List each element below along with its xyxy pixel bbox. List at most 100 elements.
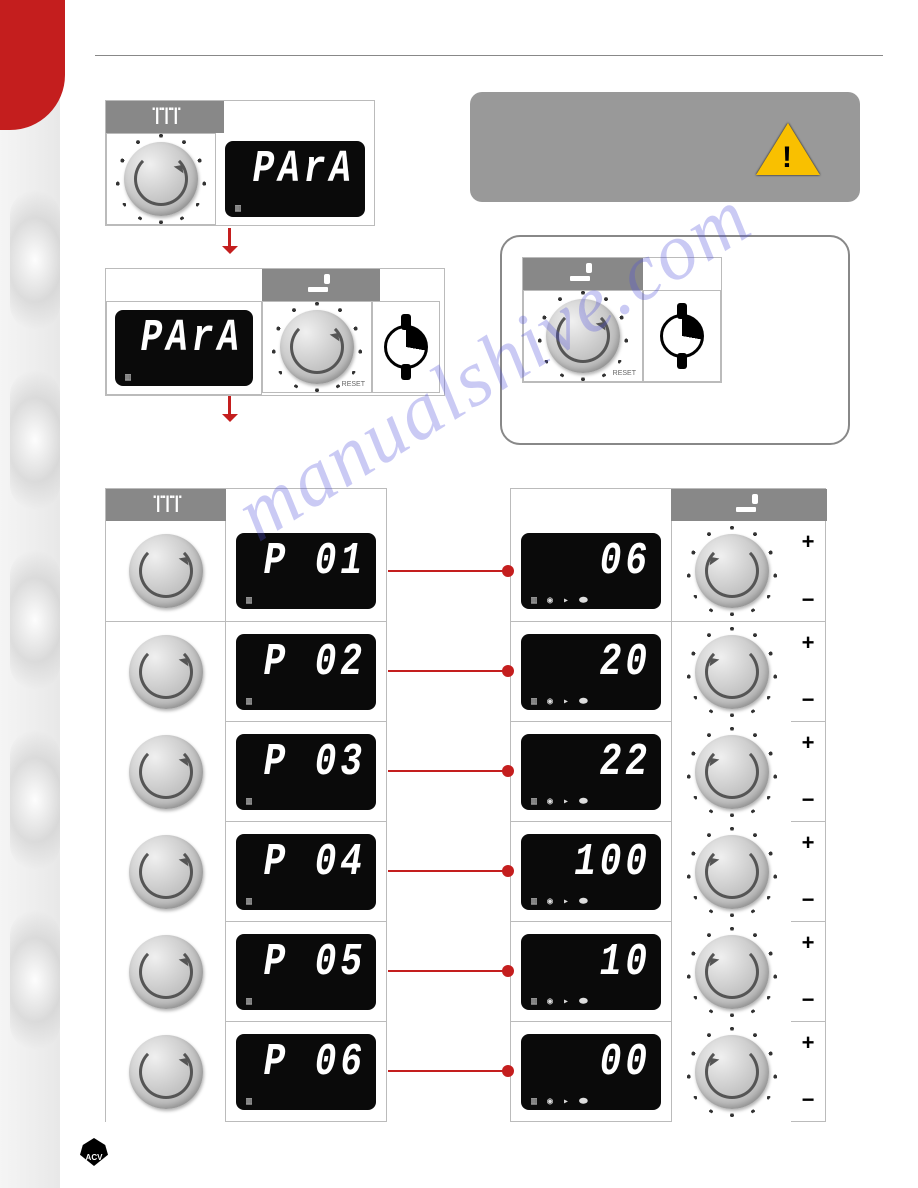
wait-timer-cell [643,290,721,382]
step-1-panel: ⴶⴶⴶ PArA ▥ [105,100,375,226]
lcd-icons: ▥ ◉ ▸ ⬬ [531,1096,651,1108]
param-adjust-knob-cell[interactable] [671,922,791,1022]
param-select-knob-cell[interactable] [106,722,226,822]
plus-label: + [802,630,815,656]
connector-line [388,970,508,972]
lcd-display: 22 ▥ ◉ ▸ ⬬ [521,734,661,810]
dhw-knob[interactable] [280,310,354,384]
lcd-text: P 05 [246,940,366,985]
param-row: P 01 ▥ [106,521,386,621]
connector-line [388,670,508,672]
param-row: P 06 ▥ [106,1021,386,1121]
param-select-knob-cell[interactable] [106,622,226,722]
lcd-text: 00 [531,1040,651,1085]
reset-knob-cell[interactable]: RESET [523,290,643,382]
lcd-display: P 03 ▥ [236,734,376,810]
dhw-knob[interactable] [695,735,769,809]
param-adjust-knob-cell[interactable] [671,722,791,822]
dhw-knob[interactable] [695,935,769,1009]
lcd-text: 06 [531,539,651,584]
plus-label: + [802,830,815,856]
heating-knob[interactable] [124,142,198,216]
param-select-knob-cell[interactable] [106,521,226,621]
lcd-display: P 01 ▥ [236,533,376,609]
plus-minus-labels: + − [791,822,825,921]
acv-logo: ACV [80,1138,108,1166]
lcd-text: P 04 [246,840,366,885]
plus-label: + [802,529,815,555]
lcd-icons: ▥ [246,996,366,1008]
lcd-icons: ▥ ◉ ▸ ⬬ [531,996,651,1008]
param-adjust-knob-cell[interactable] [671,822,791,922]
plus-label: + [802,1030,815,1056]
param-row: 06 ▥ ◉ ▸ ⬬ + − [511,521,825,621]
step-2-panel: PArA ▥ RESET [105,268,445,396]
heating-knob[interactable] [129,935,203,1009]
watch-icon [384,325,428,369]
param-value-grid: 06 ▥ ◉ ▸ ⬬ + − 20 ▥ ◉ ▸ ⬬ + − 22 [510,488,826,1122]
lcd-display: P 05 ▥ [236,934,376,1010]
heating-knob[interactable] [129,735,203,809]
minus-label: − [802,687,815,713]
lcd-text: 20 [531,640,651,685]
param-select-knob-cell[interactable] [106,822,226,922]
heating-knob[interactable] [129,1035,203,1109]
connector-line [388,770,508,772]
info-frame: RESET [500,235,850,445]
tap-icon [736,494,762,516]
lcd-display: P 06 ▥ [236,1034,376,1110]
lcd-display: 20 ▥ ◉ ▸ ⬬ [521,634,661,710]
param-row: P 03 ▥ [106,721,386,821]
left-decor-strip [0,0,60,1188]
lcd-display: 00 ▥ ◉ ▸ ⬬ [521,1034,661,1110]
lcd-icons: ▥ [246,595,366,607]
lcd-display: 100 ▥ ◉ ▸ ⬬ [521,834,661,910]
lcd-text: 22 [531,740,651,785]
reset-label: RESET [613,370,636,377]
decor-ellipse [10,910,60,1050]
decor-ellipse [10,370,60,510]
lcd-icons: ▥ [246,1096,366,1108]
decor-ellipse [10,190,60,330]
param-adjust-knob-cell[interactable] [671,1022,791,1122]
left-knob-cell[interactable] [106,133,216,225]
lcd-icons: ▥ [246,796,366,808]
plus-minus-labels: + − [791,1022,825,1121]
panel-header: ⴶⴶⴶ [106,489,226,521]
param-row: 22 ▥ ◉ ▸ ⬬ + − [511,721,825,821]
heating-knob[interactable] [129,534,203,608]
lcd-text: PArA [125,316,243,361]
heating-knob[interactable] [129,835,203,909]
heating-knob[interactable] [129,635,203,709]
minus-label: − [802,1087,815,1113]
heating-icon: ⴶⴶⴶ [152,492,180,518]
param-adjust-knob-cell[interactable] [671,521,791,621]
reset-knob-cell[interactable]: RESET [262,301,372,393]
lcd-icons: ▥ [125,372,243,384]
reset-label: RESET [342,381,365,388]
panel-header [262,269,380,301]
dhw-knob[interactable] [695,534,769,608]
lcd-icons: ▥ [235,203,355,215]
param-select-knob-cell[interactable] [106,1022,226,1122]
dhw-knob[interactable] [546,299,620,373]
lcd-display: PArA ▥ [225,141,365,217]
minus-label: − [802,987,815,1013]
param-adjust-knob-cell[interactable] [671,622,791,722]
plus-label: + [802,930,815,956]
lcd-display: 06 ▥ ◉ ▸ ⬬ [521,533,661,609]
lcd-icons: ▥ ◉ ▸ ⬬ [531,796,651,808]
param-row: 100 ▥ ◉ ▸ ⬬ + − [511,821,825,921]
minus-label: − [802,587,815,613]
param-select-knob-cell[interactable] [106,922,226,1022]
lcd-text: 100 [531,840,651,885]
param-row: 10 ▥ ◉ ▸ ⬬ + − [511,921,825,1021]
param-row: P 05 ▥ [106,921,386,1021]
lcd-icons: ▥ ◉ ▸ ⬬ [531,896,651,908]
dhw-knob[interactable] [695,635,769,709]
lcd-icons: ▥ ◉ ▸ ⬬ [531,696,651,708]
dhw-knob[interactable] [695,835,769,909]
dhw-knob[interactable] [695,1035,769,1109]
lcd-icons: ▥ [246,696,366,708]
warning-icon [756,91,820,175]
